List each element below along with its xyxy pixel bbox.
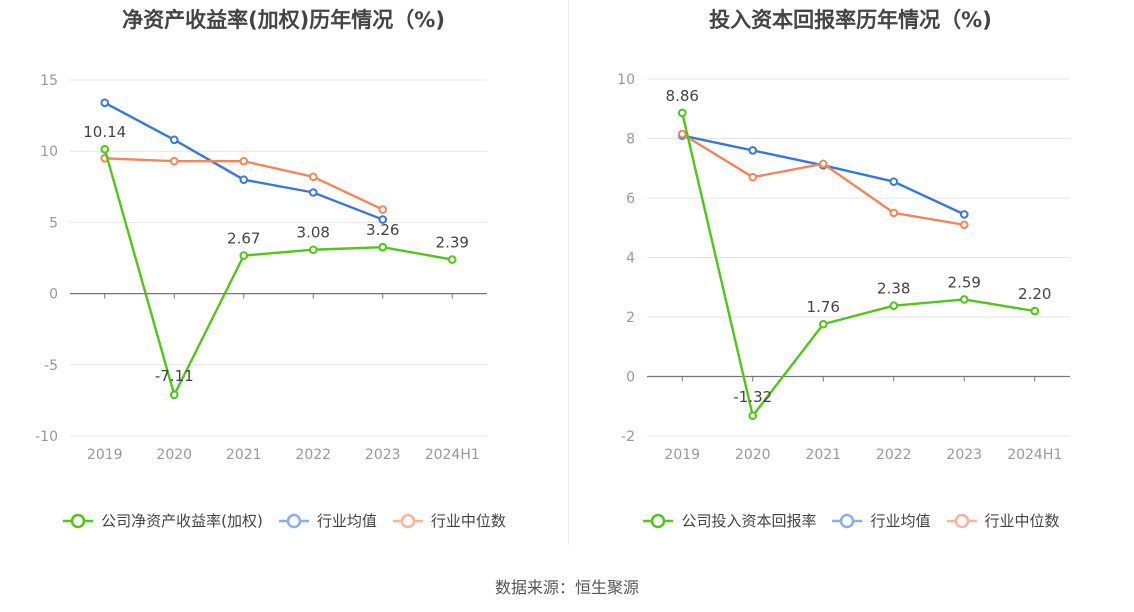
x-tick-label: 2022 [295,447,331,463]
x-tick-label: 2023 [946,447,982,463]
data-point-1 [169,135,179,145]
data-label: 3.26 [366,221,399,239]
roe-chart-title: 净资产收益率(加权)历年情况（%) [122,8,445,32]
data-point-0 [239,251,249,260]
y-tick-label: 10 [40,144,58,160]
data-point-0 [447,255,457,264]
series-line-1 [682,134,965,216]
legend-label: 公司投入资本回报率 [681,512,817,530]
data-point-0 [100,144,110,154]
y-tick-label: -5 [44,358,58,374]
data-label: 2.38 [877,280,910,298]
legend-line-circle-icon [63,513,94,528]
y-tick-label: 0 [626,370,635,386]
legend-item[interactable]: 行业均值 [277,510,377,531]
y-tick-label: 2 [626,310,635,326]
data-point-1 [308,188,318,197]
data-label: 8.86 [666,87,699,105]
y-tick-label: 4 [626,251,635,267]
roic-chart-panel: 投入资本回报率历年情况（%) 10 8 6 4 2 0 -2 2019 2020 2021 2022… [567,0,1134,560]
legend-label: 行业均值 [870,512,931,530]
x-tick-label: 2022 [876,447,912,463]
x-tick-label: 2024H1 [1007,447,1062,463]
data-point-0 [1030,306,1040,316]
data-point-1 [959,210,969,219]
legend-line-circle-icon [946,513,977,528]
roe-chart-plot: 15 10 5 0 -5 -10 2019 2020 2021 2022 2023 2024H1 10.… [35,73,487,463]
data-point-2 [169,156,179,166]
y-tick-label: 15 [40,73,58,89]
data-point-0 [169,390,179,400]
x-tick-label: 2021 [226,447,262,463]
y-tick-label: 10 [617,72,635,88]
y-tick-label: 8 [626,132,635,148]
legend-line-circle-icon [392,513,423,528]
data-point-0 [378,242,388,252]
y-tick-label: 5 [49,215,58,231]
data-point-2 [239,156,249,166]
data-point-2 [677,129,687,139]
data-label: 10.14 [83,123,126,141]
legend-label: 行业均值 [316,512,377,530]
data-label: 3.08 [297,224,330,242]
data-point-2 [378,205,388,214]
legend-label: 行业中位数 [430,512,506,530]
data-point-0 [308,245,318,255]
series-line-2 [681,133,965,226]
roic-chart-title: 投入资本回报率历年情况（%) [709,8,992,32]
data-point-2 [818,159,828,169]
data-point-1 [100,98,110,108]
x-tick-label: 2021 [805,447,841,463]
data-point-2 [959,220,969,230]
legend-line-circle-icon [643,513,674,528]
data-label: 2.20 [1018,285,1051,303]
data-point-2 [748,172,758,182]
x-tick-label: 2020 [735,447,771,463]
legend-line-circle-icon [832,513,863,528]
data-point-0 [818,319,828,329]
data-point-1 [889,177,899,186]
x-tick-label: 2024H1 [425,447,480,463]
data-source-note: 数据来源：恒生聚源 [494,578,639,597]
data-point-0 [748,411,758,421]
legend-item[interactable]: 公司投入资本回报率 [641,510,816,531]
data-point-1 [378,215,388,224]
legend-line-circle-icon [278,513,309,528]
data-label: 2.59 [948,273,981,291]
y-tick-label: -10 [35,429,58,445]
x-tick-label: 2023 [365,447,401,463]
data-label: -7.11 [155,367,194,385]
data-label: 2.67 [227,230,260,248]
data-point-0 [677,108,687,118]
data-point-0 [959,295,969,304]
roic-chart-legend: 公司投入资本回报率 行业均值 行业中位数 [567,510,1134,531]
x-tick-label: 2019 [664,447,700,463]
series-line-0 [103,148,453,399]
data-label: 1.76 [807,298,840,316]
legend-item[interactable]: 公司净资产收益率(加权) [61,510,263,531]
roic-chart-plot: 10 8 6 4 2 0 -2 2019 2020 2021 2022 2023 2024H1 8.86 -… [617,72,1070,463]
legend-item[interactable]: 行业均值 [830,510,931,531]
legend-item[interactable]: 行业中位数 [945,510,1060,531]
x-tick-label: 2020 [156,447,192,463]
data-point-0 [889,301,899,310]
roe-chart-legend: 公司净资产收益率(加权) 行业均值 行业中位数 [0,510,567,531]
roe-chart-panel: 净资产收益率(加权)历年情况（%) 15 10 5 0 -5 -10 2019 2020 202… [0,0,567,560]
x-tick-label: 2019 [87,447,123,463]
series-line-0 [681,112,1035,419]
panel-divider [568,0,569,545]
y-tick-label: 6 [626,191,635,207]
y-tick-label: -2 [621,429,635,445]
y-tick-label: 0 [49,287,58,303]
data-point-2 [308,172,318,182]
data-label: -1.32 [733,388,772,406]
data-point-1 [748,146,758,155]
data-point-1 [239,175,249,184]
data-point-2 [889,208,899,218]
legend-item[interactable]: 行业中位数 [391,510,506,531]
legend-label: 行业中位数 [984,512,1060,530]
data-label: 2.39 [436,234,469,252]
legend-label: 公司净资产收益率(加权) [101,512,263,530]
